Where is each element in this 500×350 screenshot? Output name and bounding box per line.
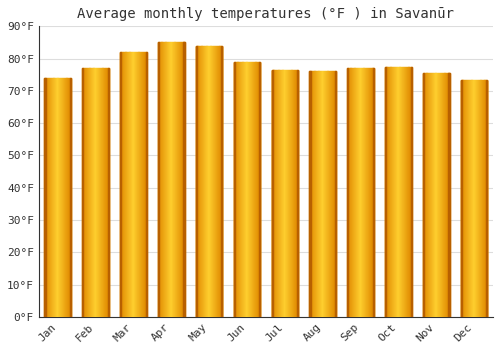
Bar — [108, 68, 109, 317]
Bar — [461, 79, 462, 317]
Bar — [120, 52, 122, 317]
Bar — [486, 79, 488, 317]
Bar — [44, 78, 46, 317]
Bar — [448, 73, 450, 317]
Bar — [158, 42, 159, 317]
Bar — [423, 73, 424, 317]
Bar — [297, 70, 298, 317]
Bar — [259, 62, 260, 317]
Bar — [82, 68, 84, 317]
Bar — [385, 66, 386, 317]
Bar — [335, 71, 336, 317]
Bar — [234, 62, 235, 317]
Bar — [196, 46, 197, 317]
Title: Average monthly temperatures (°F ) in Savanūr: Average monthly temperatures (°F ) in Sa… — [78, 7, 454, 21]
Bar — [373, 68, 374, 317]
Bar — [70, 78, 71, 317]
Bar — [410, 66, 412, 317]
